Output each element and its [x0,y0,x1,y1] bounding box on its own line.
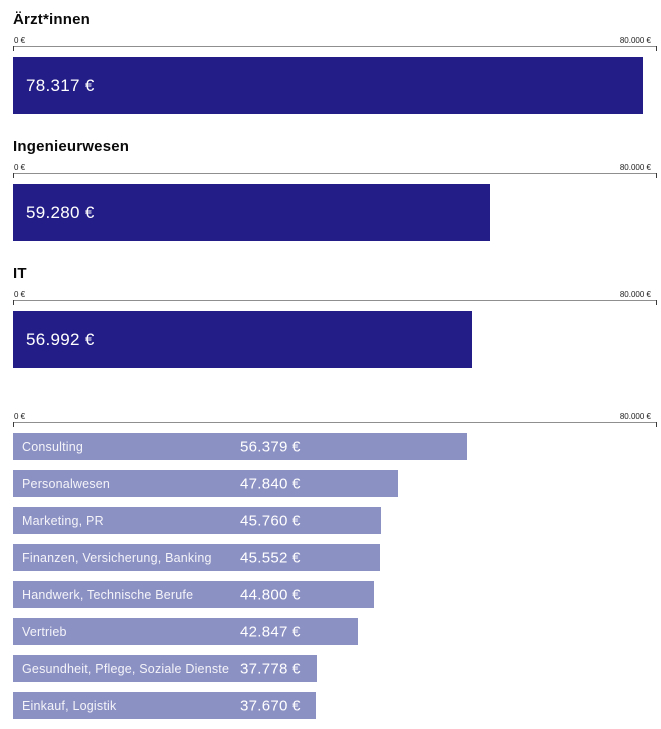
axis-tick-right [656,300,657,305]
bar-value-handwerk-technische-berufe: 44.800 € [240,586,301,603]
axis-max-label: 80.000 € [619,163,651,172]
axis-max-label: 80.000 € [619,290,651,299]
axis-tick-left [13,300,14,305]
bar-value-finanzen-versicherung-banking: 45.552 € [240,549,301,566]
bar-handwerk-technische-berufe: Handwerk, Technische Berufe 44.800 € [13,581,374,608]
axis-min-label: 0 € [14,163,26,172]
bar-label-consulting: Consulting [22,439,84,454]
chart-section-aerztinnen: Ärzt*innen 0 € 80.000 € 78.317 € [13,10,657,114]
axis-line [13,173,657,174]
section-title-aerztinnen: Ärzt*innen [13,11,90,28]
axis-min-label: 0 € [14,36,26,45]
section-title-it: IT [13,265,27,282]
section-title-ingenieurwesen: Ingenieurwesen [13,138,130,155]
bar-value-it: 56.992 € [26,329,95,349]
bar-value-personalwesen: 47.840 € [240,475,301,492]
bar-consulting: Consulting 56.379 € [13,433,467,460]
bar-value-consulting: 56.379 € [240,438,301,455]
axis-tick-right [656,46,657,51]
bar-label-finanzen-versicherung-banking: Finanzen, Versicherung, Banking [22,550,212,565]
axis-line [13,300,657,301]
bar-value-einkauf-logistik: 37.670 € [240,697,301,714]
axis-tick-left [13,422,14,427]
axis-tick-left [13,173,14,178]
bar-value-vertrieb: 42.847 € [240,623,301,640]
bar-ingenieurwesen: 59.280 € [13,184,491,241]
axis-max-label: 80.000 € [619,412,651,421]
axis-line [13,46,657,47]
axis-max-label: 80.000 € [619,36,651,45]
bar-finanzen-versicherung-banking: Finanzen, Versicherung, Banking 45.552 € [13,544,380,571]
bar-marketing-pr: Marketing, PR 45.760 € [13,507,382,534]
bar-value-gesundheit-pflege-soziale-dienste: 37.778 € [240,660,301,677]
bar-label-gesundheit-pflege-soziale-dienste: Gesundheit, Pflege, Soziale Dienste [22,661,230,676]
bar-label-vertrieb: Vertrieb [22,624,67,639]
bar-vertrieb: Vertrieb 42.847 € [13,618,358,645]
bar-einkauf-logistik: Einkauf, Logistik 37.670 € [13,692,317,719]
bar-aerztinnen: 78.317 € [13,57,644,114]
bar-label-personalwesen: Personalwesen [22,476,111,491]
bar-it: 56.992 € [13,311,472,368]
bar-gesundheit-pflege-soziale-dienste: Gesundheit, Pflege, Soziale Dienste 37.7… [13,655,318,682]
axis-tick-left [13,46,14,51]
bar-value-ingenieurwesen: 59.280 € [26,202,95,222]
axis-ingenieurwesen: 0 € 80.000 € [13,160,657,178]
chart-section-branchen: 0 € 80.000 € Consulting 56.379 € Persona… [13,409,657,719]
bar-label-einkauf-logistik: Einkauf, Logistik [22,698,117,713]
axis-aerztinnen: 0 € 80.000 € [13,33,657,51]
bar-personalwesen: Personalwesen 47.840 € [13,470,399,497]
axis-min-label: 0 € [14,290,26,299]
bar-value-aerztinnen: 78.317 € [26,75,95,95]
axis-tick-right [656,173,657,178]
axis-it: 0 € 80.000 € [13,287,657,305]
axis-tick-right [656,422,657,427]
chart-section-it: IT 0 € 80.000 € 56.992 € [13,264,657,368]
bar-label-handwerk-technische-berufe: Handwerk, Technische Berufe [22,587,194,602]
axis-branchen: 0 € 80.000 € [13,409,657,427]
chart-section-ingenieurwesen: Ingenieurwesen 0 € 80.000 € 59.280 € [13,137,657,241]
axis-line [13,422,657,423]
bar-value-marketing-pr: 45.760 € [240,512,301,529]
bar-label-marketing-pr: Marketing, PR [22,513,104,528]
axis-min-label: 0 € [14,412,26,421]
